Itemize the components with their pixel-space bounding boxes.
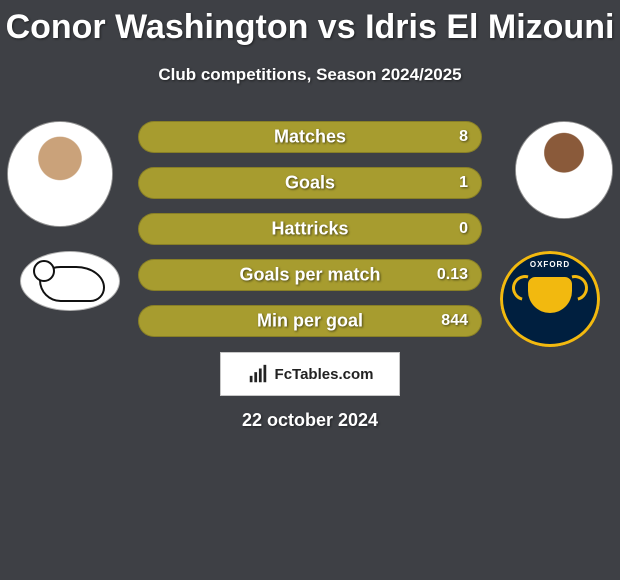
- stat-label: Min per goal: [138, 311, 482, 332]
- page-title: Conor Washington vs Idris El Mizouni: [0, 0, 620, 47]
- page-subtitle: Club competitions, Season 2024/2025: [0, 65, 620, 85]
- brand-text: FcTables.com: [275, 366, 374, 383]
- brand-box: FcTables.com: [220, 352, 400, 396]
- club-left-logo: [20, 251, 120, 311]
- ram-icon: [21, 252, 119, 310]
- ox-horns-icon: [516, 281, 584, 299]
- stat-bars: Matches 8 Goals 1 Hattricks 0 Goals per …: [138, 121, 482, 351]
- stat-value-right: 1: [459, 174, 468, 192]
- stat-label: Goals: [138, 173, 482, 194]
- snapshot-date: 22 october 2024: [0, 410, 620, 431]
- club-right-logo: [500, 251, 600, 347]
- stat-value-right: 0.13: [437, 266, 468, 284]
- stat-label: Hattricks: [138, 219, 482, 240]
- stat-bar: Matches 8: [138, 121, 482, 153]
- stat-label: Matches: [138, 127, 482, 148]
- stat-bar: Goals 1: [138, 167, 482, 199]
- player-right-avatar: [515, 121, 613, 219]
- stat-value-right: 0: [459, 220, 468, 238]
- player-silhouette-icon: [8, 122, 112, 226]
- ox-icon: [500, 251, 600, 347]
- comparison-panel: Matches 8 Goals 1 Hattricks 0 Goals per …: [0, 121, 620, 381]
- stat-value-right: 844: [441, 312, 468, 330]
- player-silhouette-icon: [516, 122, 612, 218]
- bar-chart-icon: [247, 363, 269, 385]
- stat-label: Goals per match: [138, 265, 482, 286]
- stat-bar: Goals per match 0.13: [138, 259, 482, 291]
- stat-bar: Min per goal 844: [138, 305, 482, 337]
- stat-value-right: 8: [459, 128, 468, 146]
- player-left-avatar: [7, 121, 113, 227]
- stat-bar: Hattricks 0: [138, 213, 482, 245]
